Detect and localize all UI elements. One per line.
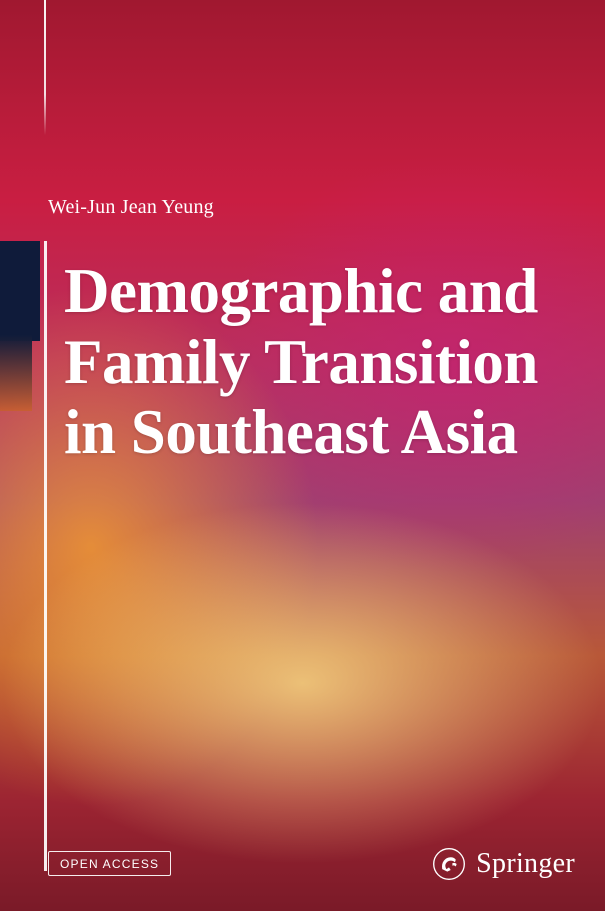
left-dark-band-extend (0, 241, 32, 411)
open-access-badge: OPEN ACCESS (48, 851, 171, 876)
author-name: Wei-Jun Jean Yeung (48, 196, 214, 219)
springer-horse-icon (432, 847, 466, 881)
publisher-name: Springer (476, 848, 575, 880)
top-vertical-mark (44, 0, 46, 135)
book-title: Demographic and Family Transition in Sou… (64, 256, 577, 468)
vertical-rule (44, 241, 47, 871)
book-cover: Wei-Jun Jean Yeung Demographic and Famil… (0, 0, 605, 911)
publisher-block: Springer (432, 847, 575, 881)
